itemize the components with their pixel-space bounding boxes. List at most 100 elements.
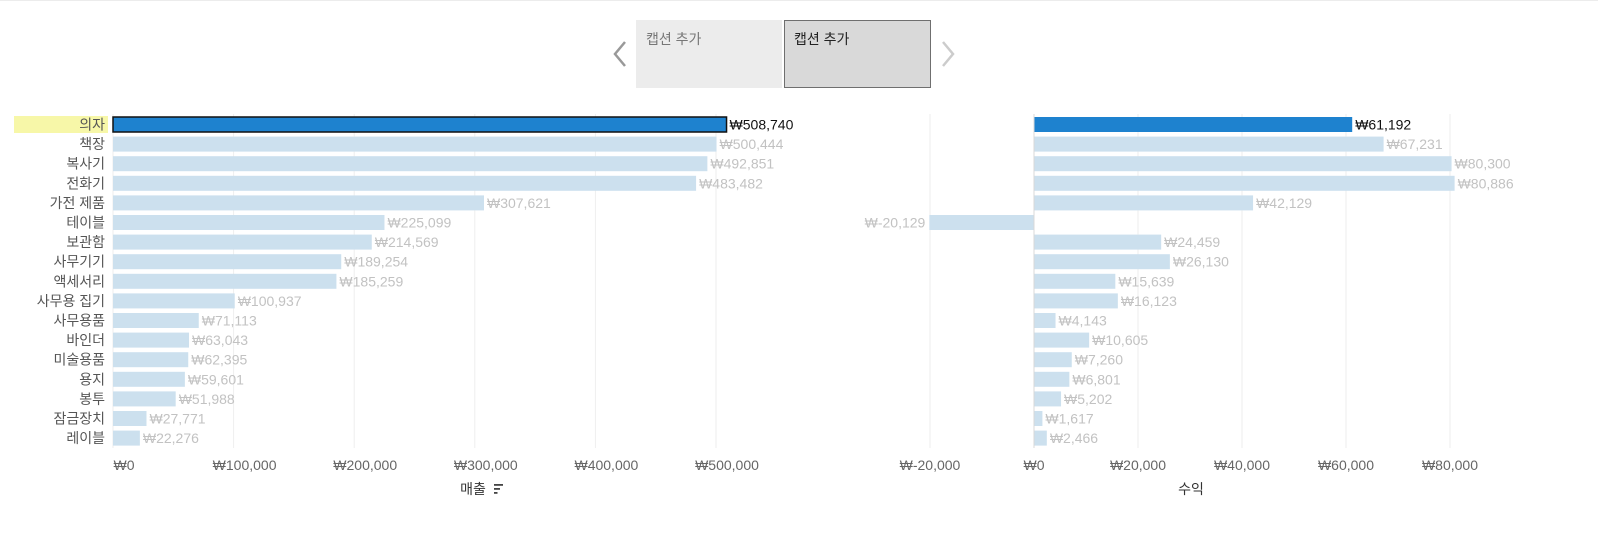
profit-bar[interactable] (1034, 195, 1254, 211)
profit-value-label: ₩26,130 (1173, 254, 1229, 270)
sales-value-label: ₩307,621 (487, 195, 551, 211)
caption-card-2-label: 캡션 추가 (794, 31, 850, 47)
category-label[interactable]: 복사기 (66, 156, 105, 172)
sales-axis-title[interactable]: 매출 (460, 481, 486, 497)
sales-bar[interactable] (113, 371, 185, 387)
profit-bar[interactable] (1034, 234, 1162, 250)
profit-value-label: ₩10,605 (1092, 332, 1148, 348)
category-label[interactable]: 보관함 (66, 234, 105, 250)
sales-tick-label: ₩500,000 (695, 457, 759, 473)
profit-bar[interactable] (929, 215, 1034, 230)
profit-bar[interactable] (1034, 136, 1384, 152)
sales-tick-label: ₩100,000 (213, 457, 277, 473)
sales-value-label: ₩225,099 (387, 215, 451, 231)
sales-bar[interactable] (113, 273, 337, 289)
profit-bar[interactable] (1034, 313, 1056, 328)
category-label[interactable]: 잠금장치 (53, 411, 105, 427)
chevron-right-icon (942, 41, 955, 67)
sales-value-label: ₩59,601 (188, 371, 244, 387)
sales-value-label: ₩63,043 (192, 332, 248, 348)
profit-value-label: ₩5,202 (1064, 391, 1112, 407)
next-caption-button[interactable] (938, 40, 958, 68)
sort-icon-line (494, 492, 498, 494)
profit-value-label: ₩80,886 (1458, 175, 1514, 191)
sales-bar[interactable] (113, 332, 190, 348)
category-label[interactable]: 책장 (79, 136, 105, 152)
profit-value-label: ₩2,466 (1050, 430, 1098, 446)
sales-value-label: ₩185,259 (339, 273, 403, 289)
profit-bar[interactable] (1034, 332, 1090, 348)
category-label[interactable]: 바인더 (66, 332, 105, 348)
category-label[interactable]: 전화기 (66, 175, 105, 191)
category-label[interactable]: 사무용 집기 (37, 293, 105, 309)
category-label[interactable]: 의자 (79, 117, 105, 133)
profit-axis-title[interactable]: 수익 (1178, 481, 1204, 497)
profit-value-label: ₩61,192 (1355, 117, 1411, 133)
sales-tick-label: ₩400,000 (574, 457, 638, 473)
category-label[interactable]: 용지 (79, 371, 105, 387)
sales-bar[interactable] (113, 313, 199, 328)
sales-value-label: ₩22,276 (143, 430, 199, 446)
category-label[interactable]: 테이블 (66, 215, 105, 231)
sales-bar[interactable] (113, 175, 697, 191)
category-label[interactable]: 봉투 (79, 391, 105, 407)
sales-bar[interactable] (113, 352, 189, 368)
profit-bar[interactable] (1034, 293, 1118, 309)
profit-tick-label: ₩40,000 (1214, 457, 1270, 473)
category-label[interactable]: 레이블 (66, 430, 105, 446)
sales-value-label: ₩189,254 (344, 254, 408, 270)
category-label[interactable]: 액세서리 (53, 273, 105, 289)
category-label[interactable]: 사무기기 (53, 254, 105, 270)
sales-bar[interactable] (113, 234, 372, 250)
profit-value-label: ₩80,300 (1455, 156, 1511, 172)
sales-value-label: ₩71,113 (202, 313, 257, 329)
caption-card-2[interactable]: 캡션 추가 (784, 20, 931, 88)
profit-value-label: ₩-20,129 (865, 215, 926, 231)
sales-bar[interactable] (113, 293, 235, 309)
profit-bar[interactable] (1034, 411, 1043, 426)
chevron-left-icon (613, 41, 626, 67)
profit-bars: ₩61,192 ₩67,231 ₩80,300 ₩80,886 ₩42,129 ₩-20,… (865, 117, 1514, 447)
profit-bar[interactable] (1034, 156, 1452, 172)
sales-tick-label: ₩0 (114, 457, 135, 473)
sales-bar[interactable] (113, 136, 717, 152)
sales-bar[interactable] (113, 254, 342, 270)
profit-value-label: ₩16,123 (1121, 293, 1177, 309)
sales-bar[interactable] (113, 156, 708, 172)
profit-bar[interactable] (1034, 117, 1353, 132)
category-label[interactable]: 사무용품 (53, 313, 105, 329)
sales-value-label: ₩492,851 (710, 156, 774, 172)
profit-bar[interactable] (1034, 352, 1072, 368)
sales-value-label: ₩100,937 (238, 293, 302, 309)
profit-tick-label: ₩80,000 (1422, 457, 1478, 473)
sales-bar[interactable] (113, 411, 147, 426)
profit-bar[interactable] (1034, 371, 1070, 387)
sort-descending-icon[interactable] (494, 484, 503, 494)
category-label[interactable]: 가전 제품 (50, 195, 106, 211)
sort-icon-line (494, 488, 500, 490)
sales-bar[interactable] (113, 195, 484, 211)
top-divider (0, 0, 1598, 1)
profit-bar[interactable] (1034, 175, 1455, 191)
profit-bar[interactable] (1034, 391, 1062, 407)
profit-bar[interactable] (1034, 430, 1047, 446)
sales-value-label: ₩27,771 (149, 411, 205, 427)
sales-value-label: ₩214,569 (375, 234, 439, 250)
sales-bar[interactable] (112, 116, 728, 133)
sales-bar[interactable] (113, 430, 140, 446)
selected-category-highlight (14, 116, 108, 133)
previous-caption-button[interactable] (610, 40, 630, 68)
profit-value-label: ₩7,260 (1075, 352, 1123, 368)
axis-ticks: ₩0 ₩100,000 ₩200,000 ₩300,000 ₩400,000 ₩500,0… (114, 457, 1479, 473)
caption-card-1[interactable]: 캡션 추가 (636, 20, 782, 88)
sales-value-label: ₩500,444 (720, 136, 784, 152)
profit-value-label: ₩24,459 (1164, 234, 1220, 250)
sales-bar[interactable] (113, 215, 385, 230)
category-label[interactable]: 미술용품 (53, 352, 105, 368)
sales-bar[interactable] (113, 391, 176, 407)
profit-bar[interactable] (1034, 254, 1170, 270)
profit-tick-label: ₩20,000 (1110, 457, 1166, 473)
profit-bar[interactable] (1034, 273, 1116, 289)
